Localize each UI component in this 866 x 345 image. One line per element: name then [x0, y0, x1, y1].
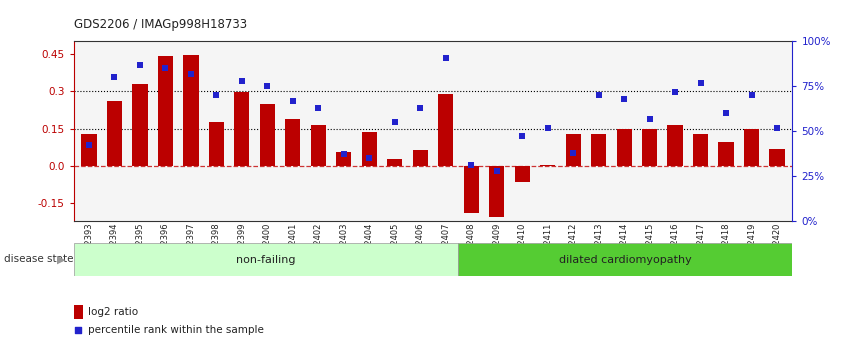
- Bar: [184, 55, 198, 166]
- Bar: [74, 305, 82, 319]
- Point: [388, 119, 402, 125]
- Text: disease state: disease state: [4, 255, 74, 264]
- Point: [133, 62, 147, 68]
- Text: GDS2206 / IMAGp998H18733: GDS2206 / IMAGp998H18733: [74, 18, 247, 31]
- Point: [719, 110, 733, 116]
- Bar: [693, 134, 708, 166]
- Point: [362, 155, 376, 161]
- Text: ▶: ▶: [57, 255, 66, 264]
- Bar: [387, 158, 403, 166]
- Point: [337, 152, 351, 157]
- Point: [694, 80, 708, 86]
- Bar: [463, 166, 479, 213]
- Point: [745, 92, 759, 98]
- Bar: [412, 150, 428, 166]
- Bar: [744, 129, 759, 166]
- Bar: [209, 122, 224, 166]
- Text: non-failing: non-failing: [236, 255, 296, 265]
- Bar: [438, 94, 454, 166]
- Point: [566, 150, 580, 155]
- Bar: [158, 56, 173, 166]
- Bar: [617, 129, 632, 166]
- Point: [439, 55, 453, 60]
- Bar: [719, 142, 734, 166]
- Point: [235, 78, 249, 83]
- Bar: [81, 134, 96, 166]
- Point: [71, 327, 85, 333]
- Point: [158, 66, 172, 71]
- Bar: [489, 166, 504, 217]
- Bar: [591, 134, 606, 166]
- Bar: [514, 166, 530, 182]
- Bar: [770, 149, 785, 166]
- Point: [617, 96, 631, 101]
- Bar: [74, 243, 458, 276]
- Text: dilated cardiomyopathy: dilated cardiomyopathy: [559, 255, 692, 265]
- Point: [464, 162, 478, 168]
- Point: [413, 105, 427, 110]
- Point: [770, 125, 784, 130]
- Point: [82, 143, 96, 148]
- Bar: [642, 129, 657, 166]
- Point: [643, 116, 656, 121]
- Bar: [234, 92, 249, 166]
- Bar: [260, 104, 275, 166]
- Point: [286, 98, 300, 104]
- Bar: [540, 165, 555, 166]
- Point: [515, 134, 529, 139]
- Bar: [285, 119, 301, 166]
- Point: [312, 105, 326, 110]
- Text: log2 ratio: log2 ratio: [88, 307, 138, 317]
- Point: [261, 83, 275, 89]
- Point: [591, 92, 605, 98]
- Bar: [336, 152, 352, 166]
- Bar: [132, 84, 147, 166]
- Bar: [107, 101, 122, 166]
- Point: [540, 125, 554, 130]
- Bar: [565, 134, 581, 166]
- Bar: [362, 132, 377, 166]
- Bar: [668, 125, 682, 166]
- Bar: [458, 243, 792, 276]
- Point: [184, 71, 197, 77]
- Point: [490, 168, 504, 173]
- Text: percentile rank within the sample: percentile rank within the sample: [88, 325, 264, 335]
- Point: [210, 92, 223, 98]
- Point: [669, 89, 682, 95]
- Point: [107, 75, 121, 80]
- Bar: [311, 125, 326, 166]
